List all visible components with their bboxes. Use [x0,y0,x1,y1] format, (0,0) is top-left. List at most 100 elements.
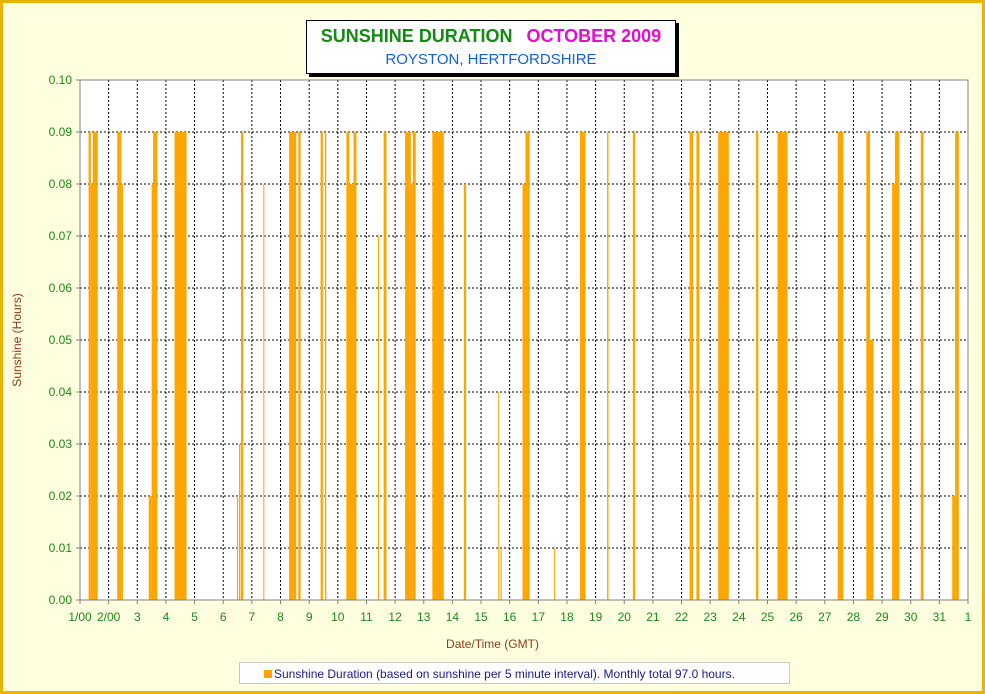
chart-title-box: SUNSHINE DURATION OCTOBER 2009 ROYSTON, H… [306,20,676,74]
sunshine-bar [293,132,297,600]
sunshine-bar [756,132,759,600]
sunshine-bar [696,132,700,600]
sunshine-bar [383,132,387,600]
y-tick-label: 0.09 [49,125,73,139]
sunshine-bar [866,132,871,600]
sunshine-bar [777,132,788,600]
sunshine-bar [289,132,294,600]
sunshine-bar [870,340,874,600]
x-tick-label: 1/00 [68,610,92,624]
y-tick-label: 0.05 [49,333,73,347]
sunshine-bar [410,184,413,600]
x-tick-label: 2/00 [97,610,121,624]
y-tick-label: 0.08 [49,177,73,191]
x-tick-label: 19 [589,610,603,624]
chart-title-month: OCTOBER 2009 [526,26,662,46]
x-tick-label: 16 [503,610,517,624]
sunshine-bar [353,132,357,600]
sunshine-bar [525,132,530,600]
chart-subtitle: ROYSTON, HERTFORDSHIRE [385,51,597,68]
sunshine-bar [718,132,729,600]
x-tick-label: 4 [163,610,170,624]
x-tick-label: 11 [360,610,373,624]
x-tick-label: 31 [933,610,947,624]
x-tick-label: 30 [904,610,918,624]
sunshine-bar [148,496,152,600]
y-tick-label: 0.06 [49,281,73,295]
sunshine-bar [522,184,526,600]
x-tick-label: 27 [818,610,832,624]
x-tick-label: 13 [417,610,431,624]
x-tick-label: 14 [446,610,460,624]
sunshine-bar [632,132,636,600]
sunshine-bar [320,132,323,600]
y-tick-label: 0.00 [49,593,73,607]
sunshine-bar [90,184,93,600]
sunshine-bar [240,132,244,600]
legend-swatch [264,670,272,678]
sunshine-bar [298,132,301,600]
sunshine-bar [324,132,327,600]
sunshine-bar [579,132,586,600]
sunshine-bar [174,132,187,600]
x-tick-label: 6 [220,610,227,624]
x-tick-label: 15 [474,610,488,624]
x-tick-label: 7 [249,610,256,624]
y-axis-label: Sunshine (Hours) [10,293,24,387]
sunshine-bar [463,184,467,600]
x-tick-label: 21 [646,610,660,624]
sunshine-bar [554,548,556,600]
x-tick-label: 22 [675,610,689,624]
sunshine-bar [346,132,350,600]
sunshine-bar [952,496,956,600]
y-tick-label: 0.07 [49,229,73,243]
sunshine-bar [153,132,158,600]
sunshine-bar [955,132,959,600]
sunshine-bar [238,444,241,600]
legend: Sunshine Duration (based on sunshine per… [239,662,790,684]
sunshine-bar [894,132,900,600]
sunshine-bar [88,132,91,600]
plot-border [79,79,969,601]
sunshine-bar [236,496,239,600]
sunshine-bar [432,132,444,600]
sunshine-bar [349,184,354,600]
sunshine-bar [263,184,265,600]
sunshine-bar [121,184,123,600]
x-tick-label: 3 [134,610,141,624]
y-tick-label: 0.01 [49,541,73,555]
sunshine-bar [412,132,416,600]
sunshine-bar [92,132,98,600]
sunshine-bar [117,132,122,600]
x-tick-label: 1 [965,610,972,624]
sunshine-bar [892,184,895,600]
x-tick-label: 28 [847,610,861,624]
x-axis-label: Date/Time (GMT) [446,637,539,651]
x-tick-label: 25 [761,610,775,624]
x-tick-label: 26 [789,610,803,624]
sunshine-bar [377,236,380,600]
x-tick-label: 24 [732,610,746,624]
y-tick-label: 0.04 [49,385,73,399]
sunshine-bar [151,184,154,600]
x-tick-label: 23 [704,610,718,624]
x-tick-label: 10 [331,610,345,624]
x-tick-label: 29 [875,610,889,624]
y-tick-label: 0.02 [49,489,73,503]
x-tick-label: 8 [277,610,284,624]
x-tick-label: 5 [191,610,198,624]
sunshine-bar [689,132,694,600]
sunshine-bar [837,132,844,600]
x-tick-label: 9 [306,610,313,624]
x-tick-label: 12 [388,610,402,624]
sunshine-bar [607,132,609,600]
x-tick-label: 17 [532,610,546,624]
chart-title: SUNSHINE DURATION [320,26,513,46]
y-tick-label: 0.10 [49,73,73,87]
y-tick-label: 0.03 [49,437,73,451]
sunshine-bar [405,132,411,600]
legend-text: Sunshine Duration (based on sunshine per… [274,667,735,681]
sunshine-bar [500,548,502,600]
x-tick-label: 18 [560,610,574,624]
